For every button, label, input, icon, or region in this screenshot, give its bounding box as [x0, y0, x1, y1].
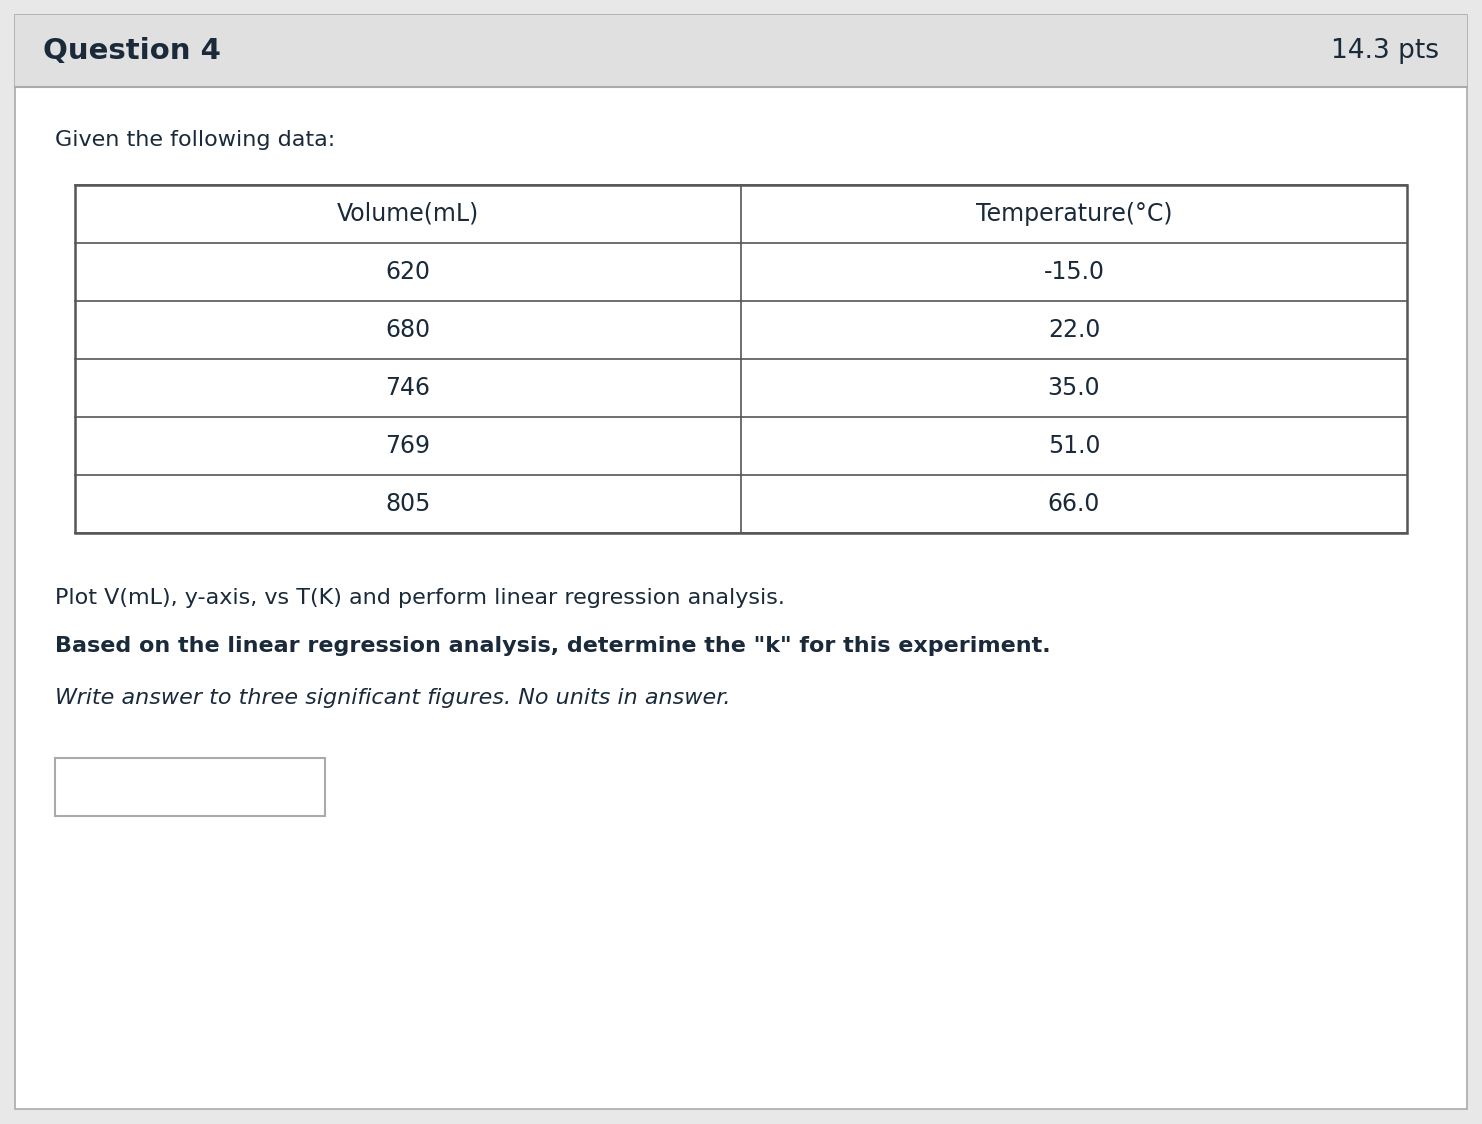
Text: Volume(mL): Volume(mL)	[336, 202, 479, 226]
Text: Question 4: Question 4	[43, 37, 221, 65]
Text: -15.0: -15.0	[1043, 260, 1104, 284]
Text: 680: 680	[385, 318, 431, 342]
Text: Plot V(mL), y-axis, vs T(K) and perform linear regression analysis.: Plot V(mL), y-axis, vs T(K) and perform …	[55, 588, 785, 608]
Bar	[15, 15, 1467, 87]
Text: Temperature(°C): Temperature(°C)	[975, 202, 1172, 226]
Bar	[55, 758, 325, 816]
Text: 14.3 pts: 14.3 pts	[1331, 38, 1439, 64]
Text: 51.0: 51.0	[1048, 434, 1100, 457]
Text: 66.0: 66.0	[1048, 492, 1100, 516]
Text: 620: 620	[385, 260, 430, 284]
Text: Based on the linear regression analysis, determine the "k" for this experiment.: Based on the linear regression analysis,…	[55, 636, 1051, 656]
Text: 22.0: 22.0	[1048, 318, 1100, 342]
Text: 805: 805	[385, 492, 431, 516]
Bar	[76, 185, 1406, 533]
Text: Write answer to three significant figures. No units in answer.: Write answer to three significant figure…	[55, 688, 731, 708]
Text: 35.0: 35.0	[1048, 377, 1100, 400]
Text: Given the following data:: Given the following data:	[55, 130, 335, 149]
Text: 769: 769	[385, 434, 430, 457]
Text: 746: 746	[385, 377, 430, 400]
